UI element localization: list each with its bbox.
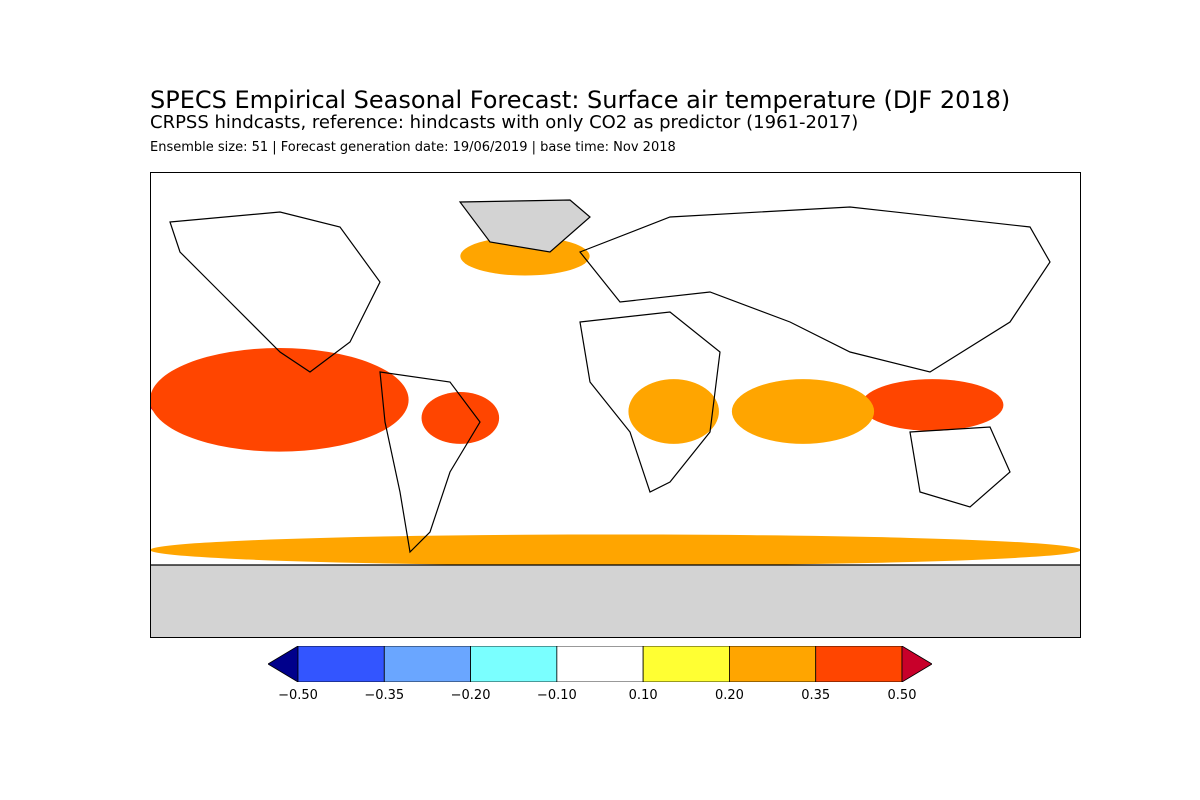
skill-region-maritime-continent	[861, 379, 1004, 431]
colorbar-bin-1	[297, 646, 385, 682]
skill-field	[150, 236, 1081, 566]
skill-region-tropical-pacific-band	[150, 348, 409, 452]
land-south-america	[379, 371, 481, 554]
colorbar-bin-4	[556, 646, 644, 682]
land-north-america	[169, 211, 381, 373]
skill-region-southern-ocean-band	[150, 534, 1081, 566]
colorbar-tick-label: 0.20	[714, 688, 744, 703]
map-frame	[150, 172, 1081, 638]
colorbar-tick-label: −0.35	[364, 688, 405, 703]
skill-region-west-central-africa	[628, 379, 719, 444]
land-greenland	[458, 199, 591, 253]
colorbar-tick-label: 0.10	[628, 688, 658, 703]
colorbar-bin-0	[268, 646, 299, 682]
colorbar-tick-label: 0.35	[801, 688, 831, 703]
land-australia	[909, 426, 1011, 508]
colorbar-tick-label: −0.10	[536, 688, 577, 703]
colorbar	[268, 646, 932, 682]
colorbar-bin-2	[383, 646, 471, 682]
land-africa	[579, 311, 721, 493]
land-coastlines	[150, 199, 1081, 638]
land-europe-asia	[579, 206, 1051, 373]
skill-region-north-atlantic	[460, 236, 590, 276]
colorbar-bin-6	[729, 646, 817, 682]
colorbar-bin-3	[470, 646, 558, 682]
colorbar-tick-label: −0.20	[450, 688, 491, 703]
figure-title: SPECS Empirical Seasonal Forecast: Surfa…	[150, 86, 1011, 114]
colorbar-tick-label: 0.50	[887, 688, 917, 703]
skill-region-indian-ocean	[731, 379, 875, 444]
forecast-metadata: Ensemble size: 51 | Forecast generation …	[150, 140, 676, 155]
figure-subtitle: CRPSS hindcasts, reference: hindcasts wi…	[150, 112, 859, 133]
skill-score-map	[150, 172, 1081, 638]
colorbar-bin-8	[901, 646, 932, 682]
skill-region-amazon	[421, 392, 500, 444]
colorbar-bin-5	[642, 646, 730, 682]
land-antarctica	[150, 564, 1081, 638]
colorbar-tick-label: −0.50	[278, 688, 318, 703]
colorbar-bin-7	[815, 646, 903, 682]
